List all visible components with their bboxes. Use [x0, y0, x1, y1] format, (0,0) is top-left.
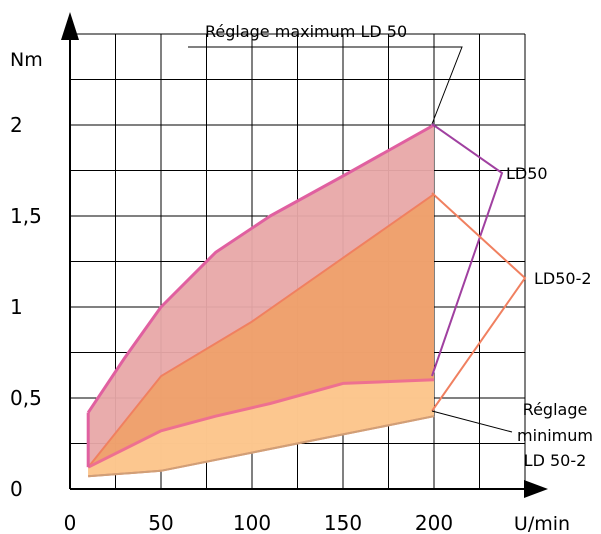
- max-setting-label: Réglage maximum LD 50: [205, 22, 407, 41]
- series-lower-line-3: [88, 415, 435, 478]
- x-tick-label: 200: [415, 511, 453, 534]
- y-axis-label: Nm: [10, 49, 43, 71]
- min-setting-label-3: LD 50-2: [524, 451, 587, 470]
- annotations: Réglage maximum LD 50 LD50 LD50-2 Réglag…: [188, 22, 593, 470]
- max-setting-leader: [188, 46, 463, 125]
- x-tick-label: 50: [148, 511, 173, 534]
- min-setting-label-2: minimum: [517, 426, 593, 445]
- y-tick-label: 0,5: [10, 386, 42, 410]
- x-tick-label: 0: [64, 511, 77, 534]
- y-tick-label: 0: [10, 477, 23, 501]
- ld50-bracket: [431, 123, 504, 377]
- y-tick-label: 1: [10, 295, 23, 319]
- min-setting-label-1: Réglage: [523, 400, 588, 419]
- x-axis-label: U/min: [514, 513, 570, 534]
- series-lower-line-1: [87, 378, 435, 469]
- series-upper-line-2: [87, 193, 435, 468]
- x-tick-label: 100: [233, 511, 271, 534]
- y-tick-label: 2: [10, 113, 23, 137]
- tick-labels: 0 50 100 150 200 0 0,5 1 1,5 2: [10, 113, 453, 534]
- x-tick-label: 150: [324, 511, 362, 534]
- y-axis-arrow: [61, 12, 79, 40]
- ld50-label: LD50: [506, 164, 548, 183]
- min-setting-leader: [431, 410, 513, 433]
- x-axis-arrow: [524, 480, 548, 498]
- y-tick-label: 1,5: [10, 204, 42, 228]
- series-upper-line-1: [86, 123, 435, 414]
- series-area-3: [88, 379, 434, 477]
- series-lines: [86, 123, 435, 478]
- areas: [88, 125, 434, 477]
- ld50-2-bracket: [431, 192, 527, 412]
- ld50-2-label: LD50-2: [534, 269, 592, 288]
- axes: [61, 12, 548, 498]
